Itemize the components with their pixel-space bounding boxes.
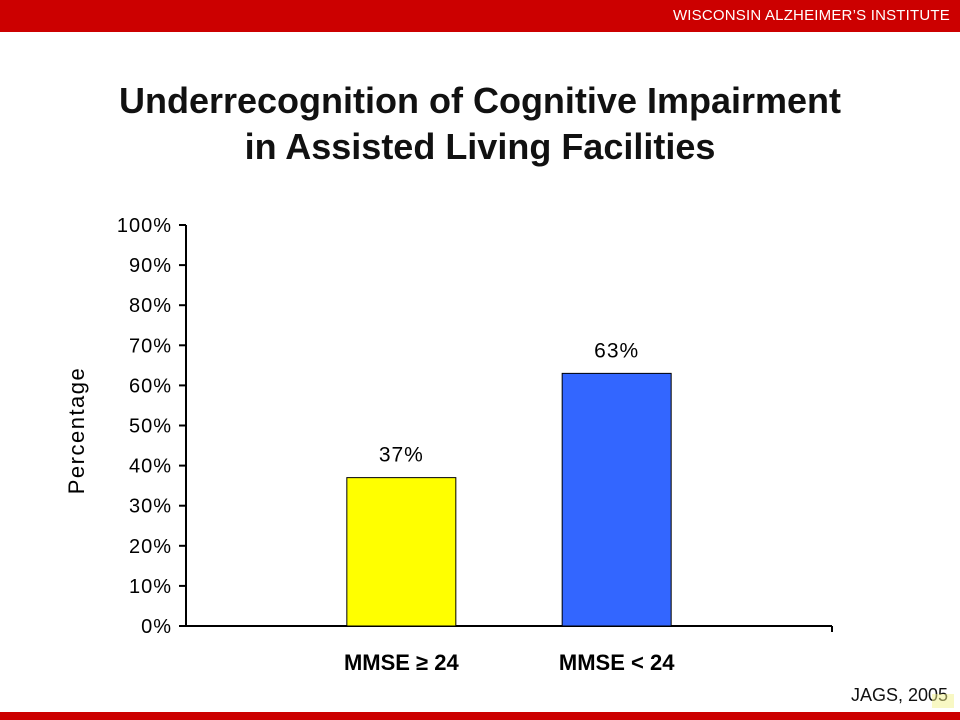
y-tick-label: 30% (129, 496, 172, 518)
y-tick-label: 90% (129, 255, 172, 277)
bar-2 (561, 372, 672, 627)
slide-title: Underrecognition of Cognitive Impairment… (0, 78, 960, 170)
institute-name: WISCONSIN ALZHEIMER’S INSTITUTE (672, 7, 950, 24)
y-tick-label: 80% (129, 295, 172, 317)
corner-mark (932, 694, 954, 708)
y-tick-label: 10% (129, 576, 172, 598)
y-tick-label: 0% (141, 616, 172, 638)
bar-1 (346, 477, 457, 627)
data-label-1: 37% (379, 444, 424, 467)
category-label-2: MMSE < 24 (559, 650, 675, 675)
y-tick-label: 100% (117, 215, 172, 237)
y-tick-label: 20% (129, 536, 172, 558)
y-axis-title: Percentage (64, 367, 89, 495)
y-tick-label: 70% (129, 335, 172, 357)
category-label-1: MMSE ≥ 24 (344, 650, 460, 675)
y-tick-label: 60% (129, 375, 172, 397)
title-line-1: Underrecognition of Cognitive Impairment (118, 80, 842, 121)
y-tick-label: 50% (129, 416, 172, 438)
source-citation: JAGS, 2005 (850, 685, 948, 705)
header-band: WISCONSIN ALZHEIMER’S INSTITUTE (0, 0, 960, 32)
title-line-2: in Assisted Living Facilities (244, 126, 716, 167)
y-tick-label: 40% (129, 456, 172, 478)
footer-band (0, 712, 960, 720)
data-label-2: 63% (594, 339, 639, 362)
